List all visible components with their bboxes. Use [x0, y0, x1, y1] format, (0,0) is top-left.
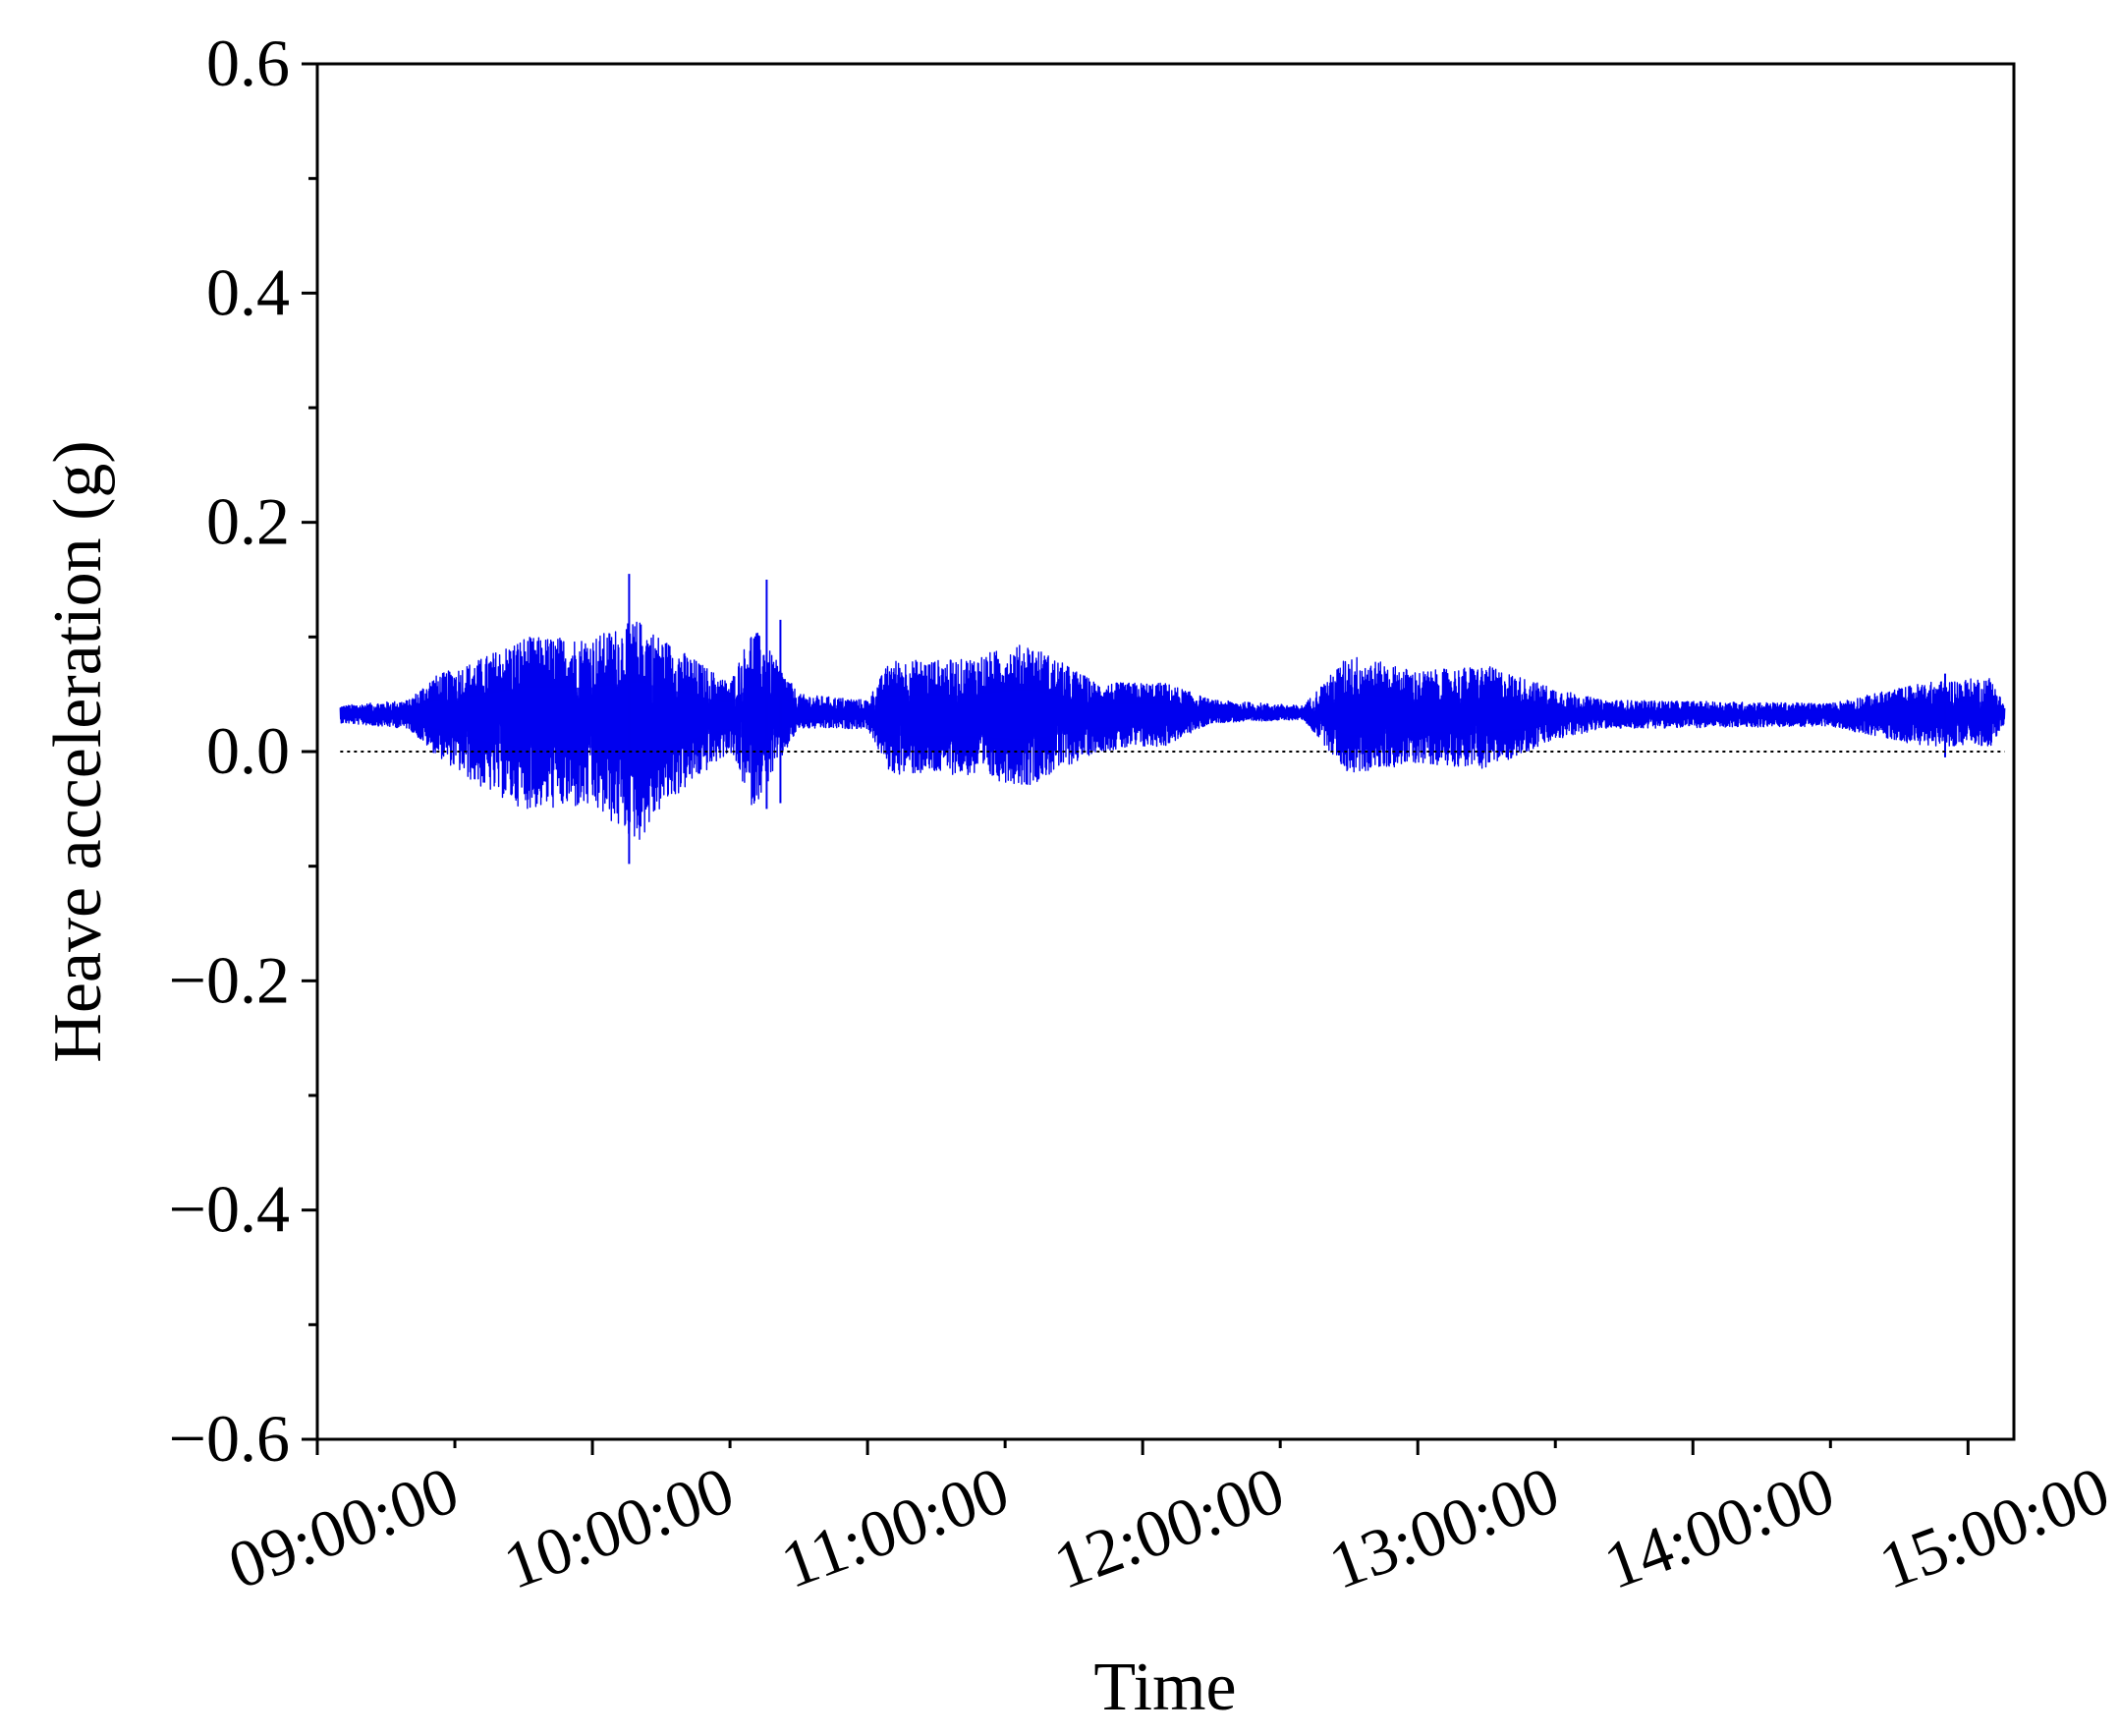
x-tick-label: 10:00:00 — [494, 1452, 743, 1603]
y-axis: 0.6 0.4 0.2 0.0 −0.2 −0.4 −0.6 — [169, 26, 317, 1476]
x-tick-label: 13:00:00 — [1319, 1452, 1568, 1603]
x-tick-label: 12:00:00 — [1044, 1452, 1293, 1603]
x-axis: 09:00:00 10:00:00 11:00:00 12:00:00 13:00:00… — [219, 1439, 2118, 1603]
y-tick-label: 0.4 — [206, 254, 290, 329]
x-tick-label: 14:00:00 — [1594, 1452, 1843, 1603]
y-axis-title: Heave acceleration (g) — [40, 440, 116, 1062]
x-tick-label: 15:00:00 — [1869, 1452, 2118, 1603]
plot-area — [315, 62, 2016, 1441]
x-axis-title: Time — [1093, 1650, 1236, 1725]
y-tick-label: −0.2 — [169, 942, 290, 1017]
y-tick-label: 0.0 — [206, 713, 290, 788]
y-tick-label: 0.2 — [206, 484, 290, 559]
y-tick-label: −0.6 — [169, 1401, 290, 1476]
x-tick-label: 11:00:00 — [771, 1452, 1018, 1602]
series-group — [339, 574, 2006, 865]
series-core-band — [340, 682, 2005, 759]
y-tick-label: 0.6 — [206, 26, 290, 100]
y-tick-label: −0.4 — [169, 1172, 290, 1247]
